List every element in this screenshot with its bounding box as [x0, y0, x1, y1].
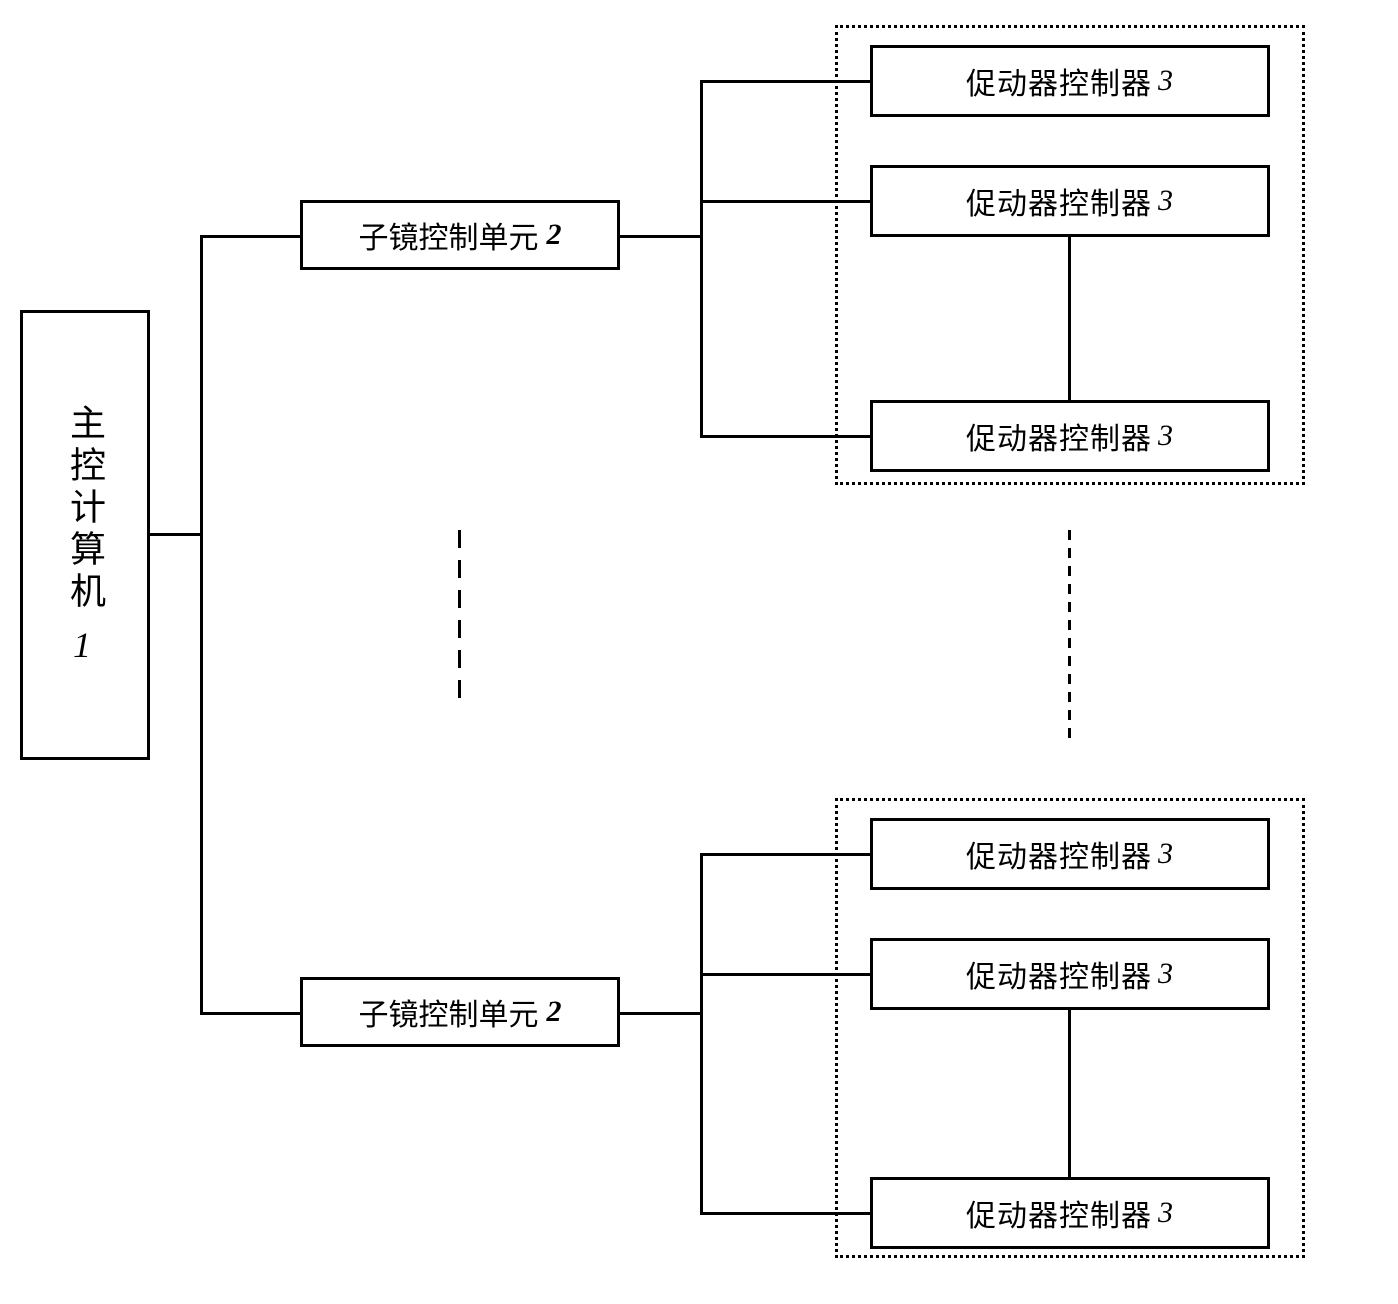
- main-computer-number: 1: [73, 624, 97, 666]
- sub-control-label: 子镜控制单元: [359, 990, 539, 1034]
- controller-number: 3: [1158, 957, 1174, 991]
- controller-number: 3: [1158, 419, 1174, 453]
- actuator-controller: 促动器控制器 3: [870, 45, 1270, 117]
- actuator-controller: 促动器控制器 3: [870, 938, 1270, 1010]
- controller-label: 促动器控制器: [966, 414, 1152, 458]
- main-computer-label: 主控计算机: [59, 404, 111, 614]
- controller-label: 促动器控制器: [966, 1191, 1152, 1235]
- connector-line: [1068, 237, 1071, 400]
- sub-control-unit-2: 子镜控制单元 2: [300, 977, 620, 1047]
- sub-control-unit-1: 子镜控制单元 2: [300, 200, 620, 270]
- controller-label: 促动器控制器: [966, 952, 1152, 996]
- controller-label: 促动器控制器: [966, 179, 1152, 223]
- connector-line: [700, 80, 703, 438]
- controller-label: 促动器控制器: [966, 59, 1152, 103]
- controller-number: 3: [1158, 184, 1174, 218]
- sub-control-number: 2: [547, 218, 562, 252]
- actuator-controller: 促动器控制器 3: [870, 818, 1270, 890]
- ellipsis-dots: [1068, 530, 1071, 746]
- connector-line: [200, 1012, 300, 1015]
- controller-number: 3: [1158, 1196, 1174, 1230]
- actuator-controller: 促动器控制器 3: [870, 165, 1270, 237]
- connector-line: [620, 1012, 700, 1015]
- ellipsis-dashes: [458, 530, 461, 710]
- connector-line: [200, 235, 203, 1015]
- connector-line: [1068, 1010, 1071, 1177]
- controller-number: 3: [1158, 837, 1174, 871]
- main-computer-box: 主控计算机 1: [20, 310, 150, 760]
- actuator-controller: 促动器控制器 3: [870, 400, 1270, 472]
- controller-label: 促动器控制器: [966, 832, 1152, 876]
- connector-line: [620, 235, 700, 238]
- connector-line: [700, 853, 703, 1215]
- sub-control-number: 2: [547, 995, 562, 1029]
- controller-number: 3: [1158, 64, 1174, 98]
- connector-line: [150, 533, 200, 536]
- actuator-controller: 促动器控制器 3: [870, 1177, 1270, 1249]
- connector-line: [200, 235, 300, 238]
- sub-control-label: 子镜控制单元: [359, 213, 539, 257]
